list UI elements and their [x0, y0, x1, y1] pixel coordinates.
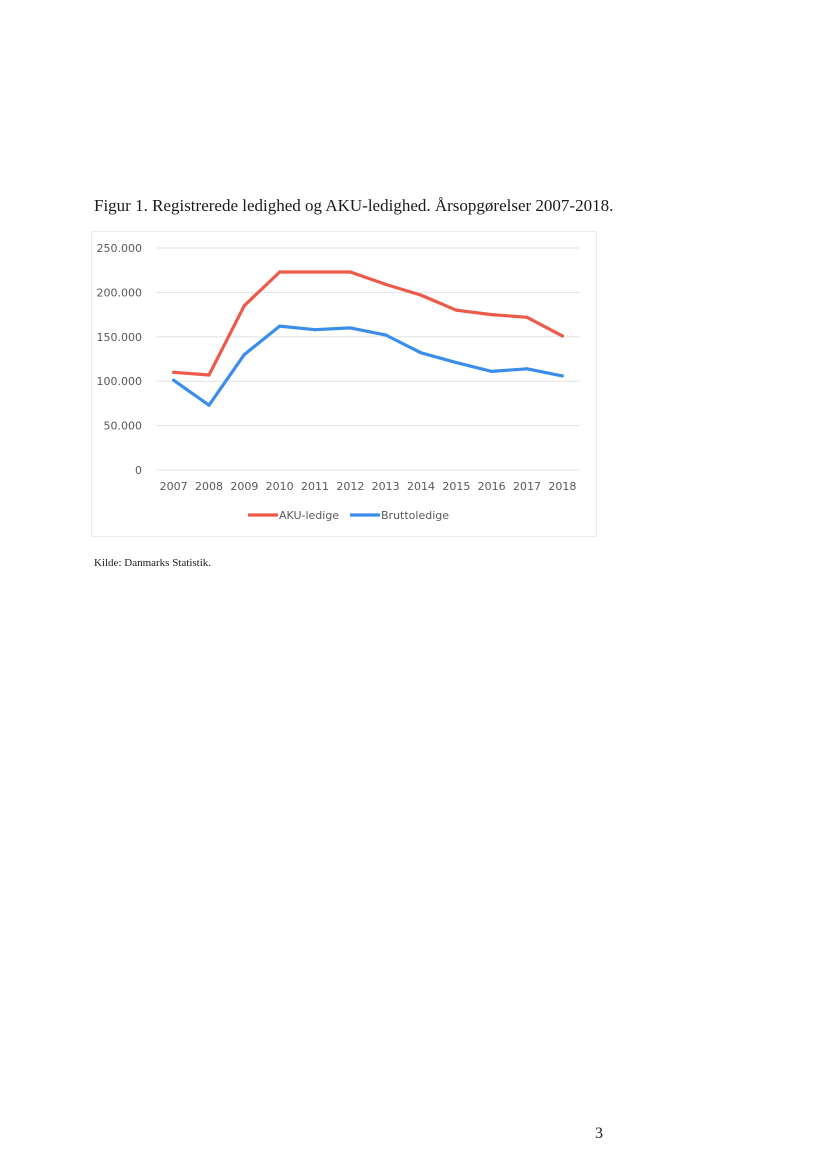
y-tick-label: 150.000	[97, 331, 143, 344]
chart-svg: 0 50.000 100.000 150.000 200.000 250.000 2007…	[97, 242, 580, 522]
y-tick-label: 50.000	[104, 420, 143, 433]
legend-label: Bruttoledige	[381, 509, 449, 522]
data-point	[384, 282, 388, 287]
data-point	[419, 293, 423, 297]
data-point	[278, 324, 282, 328]
x-tick-label: 2010	[266, 480, 294, 493]
series-line	[172, 324, 564, 407]
line-chart: 0 50.000 100.000 150.000 200.000 250.000 2007…	[91, 231, 597, 537]
x-axis-ticks: 2007 2008 2009 2010 2011 2012 2013 2014 2015 2016…	[160, 480, 577, 493]
y-tick-label: 100.000	[97, 375, 143, 388]
data-point	[525, 315, 529, 319]
data-point	[560, 374, 564, 378]
data-point	[490, 369, 494, 374]
y-axis-ticks: 0 50.000 100.000 150.000 200.000 250.000	[97, 242, 143, 477]
data-point	[207, 403, 211, 407]
data-point	[207, 373, 211, 377]
y-tick-label: 0	[135, 464, 142, 477]
data-point	[242, 304, 246, 308]
data-point	[454, 360, 458, 365]
data-point	[172, 378, 176, 382]
y-tick-label: 200.000	[97, 286, 143, 299]
x-tick-label: 2008	[195, 480, 223, 493]
x-tick-label: 2014	[407, 480, 435, 493]
legend-label: AKU-ledige	[279, 509, 339, 522]
x-tick-label: 2015	[442, 480, 470, 493]
source-note: Kilde: Danmarks Statistik.	[94, 557, 212, 569]
x-tick-label: 2017	[513, 480, 541, 493]
data-point	[242, 352, 246, 357]
x-tick-label: 2007	[160, 480, 188, 493]
data-point	[172, 370, 176, 374]
x-tick-label: 2011	[301, 480, 329, 493]
x-tick-label: 2009	[230, 480, 258, 493]
series-lines	[172, 270, 564, 407]
data-point	[278, 270, 282, 274]
data-point	[313, 270, 317, 274]
page-number: 3	[595, 1125, 603, 1142]
legend: AKU-ledige Bruttoledige	[248, 509, 449, 522]
y-tick-label: 250.000	[97, 242, 143, 255]
x-tick-label: 2013	[372, 480, 400, 493]
data-point	[525, 367, 529, 371]
data-point	[348, 326, 352, 330]
data-point	[384, 333, 388, 337]
data-point	[490, 313, 494, 317]
data-point	[454, 308, 458, 312]
x-tick-label: 2018	[548, 480, 576, 493]
data-point	[313, 328, 317, 332]
data-point	[348, 270, 352, 274]
series-line	[172, 270, 564, 377]
data-point	[560, 334, 564, 338]
gridlines	[156, 247, 580, 471]
x-tick-label: 2012	[336, 480, 364, 493]
figure-title: Figur 1. Registrerede ledighed og AKU-le…	[94, 196, 614, 215]
x-tick-label: 2016	[478, 480, 506, 493]
data-point	[419, 351, 423, 355]
